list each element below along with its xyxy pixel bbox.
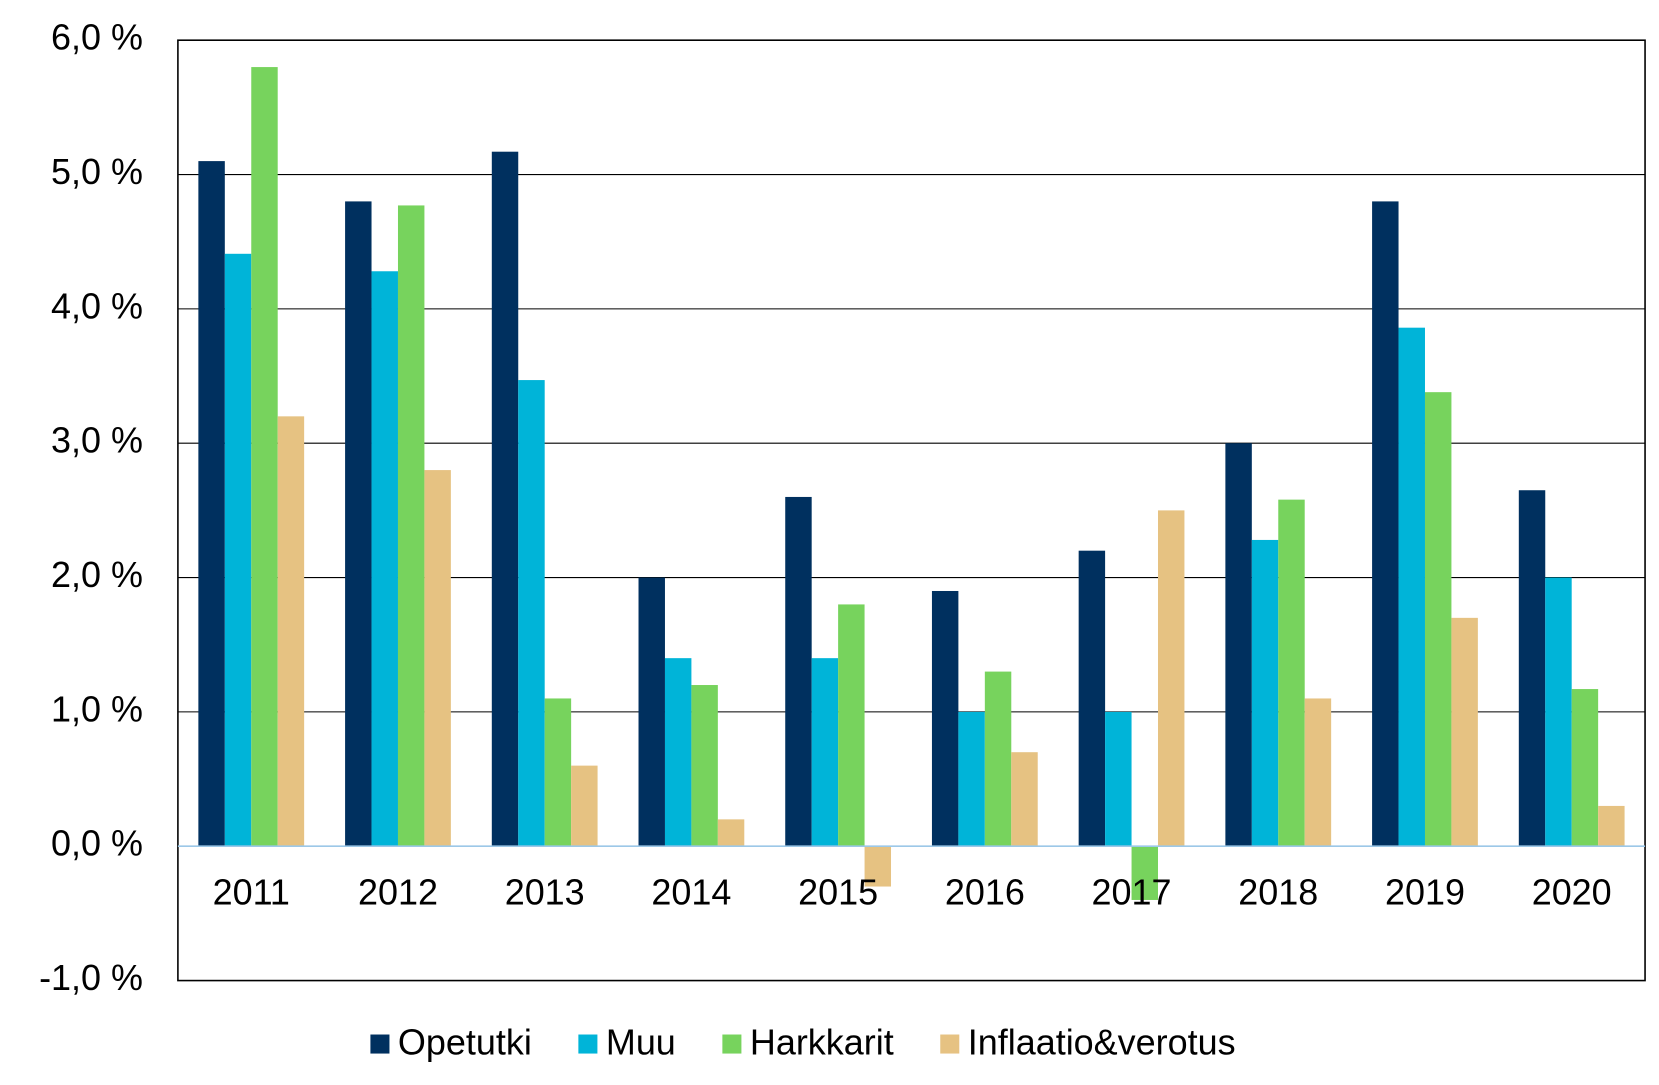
bar	[1225, 443, 1252, 847]
legend-swatch	[722, 1034, 742, 1054]
bar	[1251, 539, 1279, 847]
bar	[424, 470, 451, 847]
bar	[491, 151, 519, 847]
bar	[1011, 752, 1038, 847]
y-tick-label: 3,0 %	[51, 420, 143, 461]
y-tick-label: 5,0 %	[51, 151, 143, 192]
bar	[1304, 698, 1332, 847]
bar	[397, 205, 425, 847]
y-tick-label: 0,0 %	[51, 823, 143, 864]
legend-swatch	[370, 1034, 390, 1054]
x-tick-label: 2016	[945, 871, 1025, 912]
y-tick-label: -1,0 %	[39, 957, 143, 998]
bar	[1598, 805, 1625, 847]
y-tick-label: 4,0 %	[51, 285, 143, 326]
bar	[198, 161, 225, 847]
x-tick-label: 2013	[505, 871, 585, 912]
x-tick-label: 2011	[213, 871, 290, 912]
x-tick-label: 2019	[1385, 871, 1465, 912]
bar	[1398, 327, 1425, 847]
bar	[691, 685, 718, 847]
legend-label: Opetutki	[398, 1022, 532, 1063]
bar	[785, 496, 812, 847]
bar	[931, 590, 959, 847]
bar	[838, 604, 865, 847]
bar	[811, 658, 839, 847]
x-tick-label: 2012	[358, 871, 438, 912]
legend-label: Muu	[606, 1022, 676, 1063]
bar	[1571, 689, 1599, 847]
x-tick-label: 2020	[1532, 871, 1612, 912]
legend-swatch	[940, 1034, 960, 1054]
bar	[958, 711, 985, 847]
bar	[371, 271, 398, 847]
bar	[251, 67, 278, 847]
bar	[1131, 846, 1158, 900]
bar	[277, 416, 305, 847]
bar	[1451, 617, 1478, 847]
bar	[1424, 392, 1452, 847]
x-tick-label: 2018	[1238, 871, 1318, 912]
bar	[1105, 711, 1132, 847]
bar	[345, 201, 372, 847]
bar	[518, 380, 545, 847]
legend-swatch	[578, 1034, 598, 1054]
legend-label: Harkkarit	[750, 1022, 894, 1063]
bar	[864, 846, 892, 887]
bar	[717, 819, 745, 847]
bar	[1545, 577, 1572, 847]
bar	[638, 577, 665, 847]
y-tick-label: 2,0 %	[51, 554, 143, 595]
bar	[984, 671, 1012, 847]
bar	[1518, 490, 1546, 847]
bar	[224, 253, 252, 847]
x-tick-label: 2015	[798, 871, 878, 912]
bar	[1372, 201, 1399, 847]
bar	[1078, 550, 1106, 847]
bar	[571, 765, 598, 847]
y-tick-label: 1,0 %	[51, 688, 143, 729]
legend-label: Inflaatio&verotus	[968, 1022, 1236, 1063]
y-tick-label: 6,0 %	[51, 17, 143, 58]
bar	[1157, 510, 1185, 847]
bar	[1278, 499, 1305, 847]
x-tick-label: 2017	[1092, 871, 1172, 912]
x-tick-label: 2014	[651, 871, 731, 912]
bar	[664, 658, 692, 847]
bar	[544, 698, 572, 847]
